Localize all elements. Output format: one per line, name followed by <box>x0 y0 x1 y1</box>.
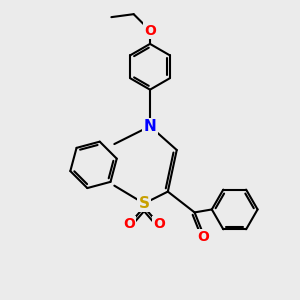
Text: O: O <box>144 23 156 38</box>
Text: S: S <box>139 196 150 211</box>
Text: O: O <box>153 217 165 231</box>
Text: O: O <box>123 217 135 231</box>
Text: O: O <box>198 230 209 244</box>
Text: N: N <box>144 119 156 134</box>
